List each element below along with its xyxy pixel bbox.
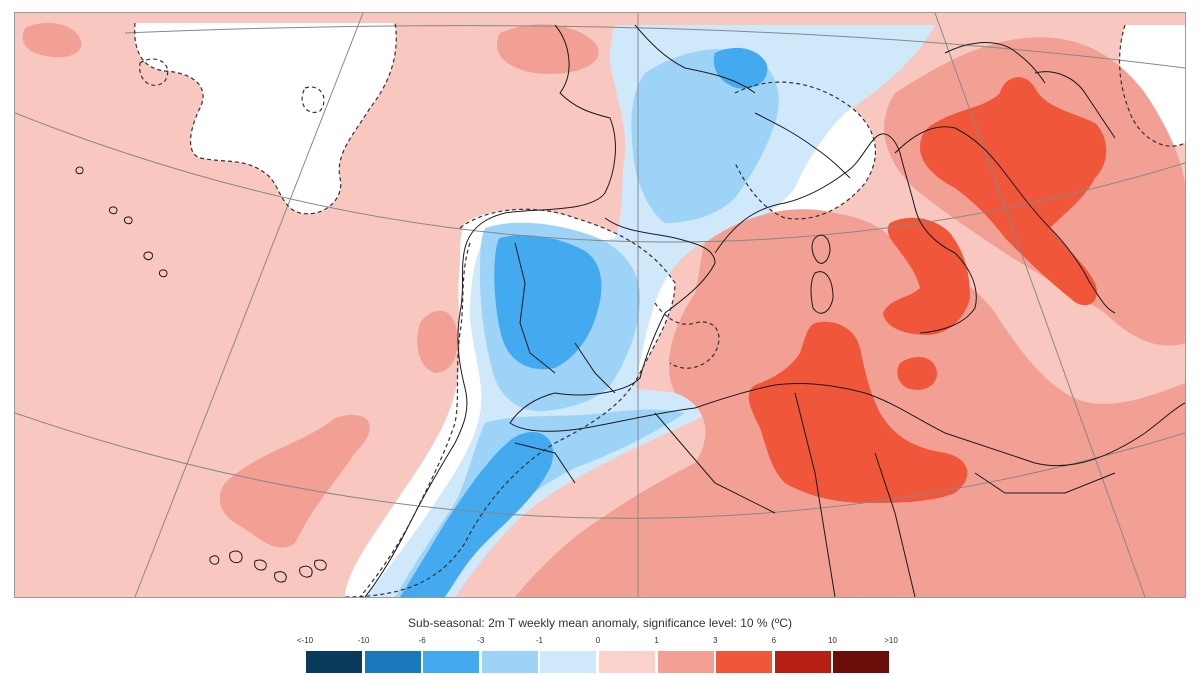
- legend-swatch: [598, 650, 656, 674]
- legend-swatch: [656, 650, 715, 674]
- legend-tick: -6: [418, 636, 426, 645]
- graticule: [15, 13, 1185, 597]
- legend-swatch: [715, 650, 774, 674]
- warm-patch-biscay-north: [496, 24, 599, 74]
- azores-islands: [75, 166, 168, 278]
- legend-tick: -10: [357, 636, 370, 645]
- warm-strong-north-africa: [748, 321, 968, 503]
- map-canvas: [15, 13, 1185, 597]
- cold-strong-atlas: [400, 432, 554, 597]
- legend-swatch: [832, 650, 891, 674]
- cold-medium-france: [631, 49, 779, 223]
- legend-tick: 3: [712, 636, 718, 645]
- significance-contours: [134, 22, 1185, 597]
- legend-swatch: [422, 650, 481, 674]
- legend-title: Sub-seasonal: 2m T weekly mean anomaly, …: [408, 616, 792, 630]
- legend-tick: <-10: [296, 636, 314, 645]
- insignificant-area-north: [134, 23, 397, 214]
- anomaly-map: [14, 12, 1186, 598]
- warm-patch-atlantic-mid: [417, 310, 458, 373]
- legend-tick: 10: [827, 636, 837, 645]
- canary-islands: [209, 550, 327, 583]
- legend-tick: -3: [477, 636, 485, 645]
- colorbar-legend: Sub-seasonal: 2m T weekly mean anomaly, …: [0, 606, 1200, 675]
- legend-swatch: [305, 650, 363, 674]
- warm-patch-atlantic-nw: [22, 22, 82, 58]
- legend-tick: 6: [771, 636, 777, 645]
- legend-swatch: [480, 650, 539, 674]
- legend-swatch: [773, 650, 832, 674]
- warm-strong-sicily: [897, 357, 937, 390]
- warm-strong-balkans: [920, 77, 1107, 306]
- coastlines: [364, 24, 1185, 597]
- legend-swatch: [363, 650, 422, 674]
- legend-tick: 0: [595, 636, 601, 645]
- warm-strong-italy: [883, 217, 970, 335]
- warm-patch-atlantic-south: [219, 414, 370, 548]
- legend-tick: >10: [884, 636, 898, 645]
- legend-tick: -1: [535, 636, 543, 645]
- legend-swatch: [539, 650, 598, 674]
- legend-tick: 1: [654, 636, 659, 645]
